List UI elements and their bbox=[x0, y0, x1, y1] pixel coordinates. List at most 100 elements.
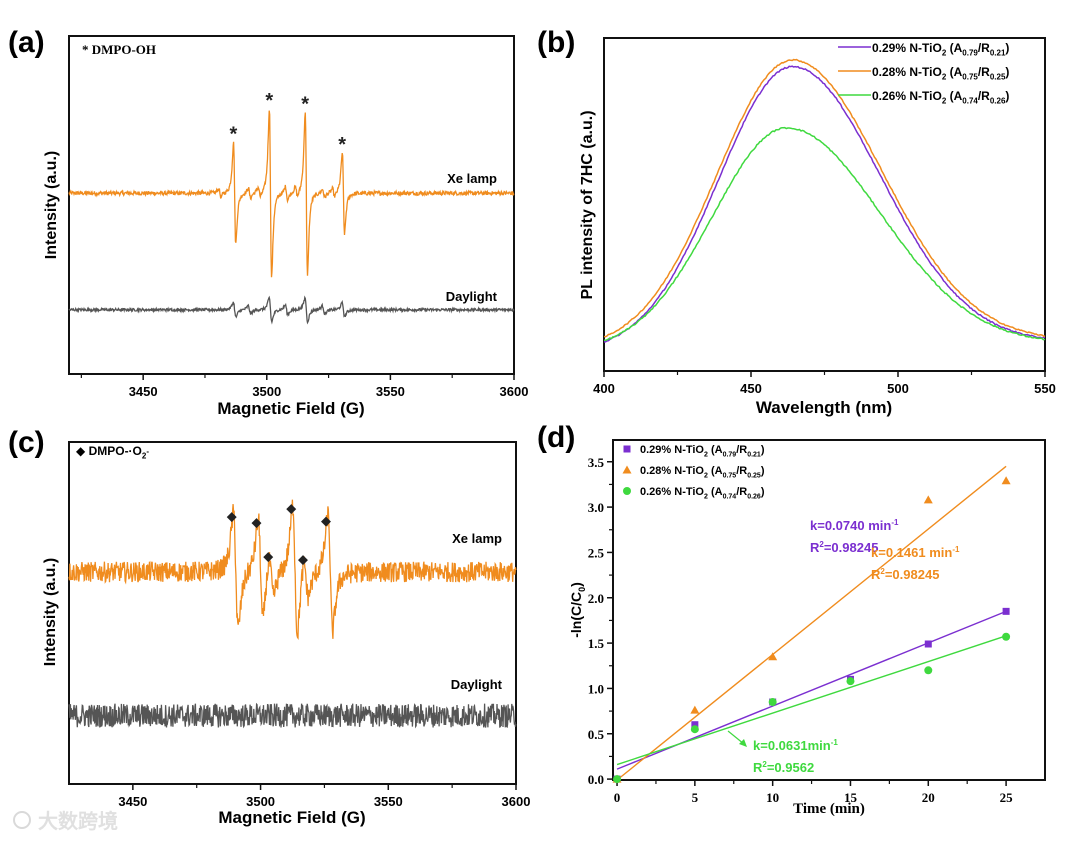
plot-layer: 3450 3500 3550 3600 * * * * 3450 3500 3550 3600 ◆ ◆ ◆ ◆… bbox=[68, 35, 1056, 809]
x-tick-label: 3450 bbox=[129, 384, 158, 399]
data-point bbox=[923, 495, 933, 504]
subscript: 0.21 bbox=[747, 451, 761, 458]
text-part: /R bbox=[978, 89, 990, 103]
panel-label-a: (a) bbox=[8, 26, 45, 59]
superscript: -1 bbox=[831, 738, 839, 747]
x-tick-label: 3500 bbox=[246, 794, 275, 809]
y-tick-label: 3.0 bbox=[588, 500, 604, 515]
panel-b-frame bbox=[603, 37, 1046, 372]
x-tick-label: 25 bbox=[1000, 790, 1014, 805]
x-tick-label: 3600 bbox=[500, 384, 529, 399]
y-tick-label: 2.0 bbox=[588, 591, 604, 606]
panel-c-ylabel: Intensity (a.u.) bbox=[42, 558, 59, 666]
peak-marker: ◆ bbox=[286, 500, 296, 515]
data-point bbox=[924, 666, 933, 675]
peak-marker: ◆ bbox=[251, 514, 261, 529]
text-part: 0.28% N-TiO bbox=[640, 465, 704, 477]
text-part: (A bbox=[946, 41, 962, 55]
text-part: (A bbox=[946, 89, 962, 103]
fit-line bbox=[616, 465, 1007, 781]
panel-a-label-xe-lamp: Xe lamp bbox=[447, 171, 497, 186]
text-part: 0.28% N-TiO bbox=[872, 65, 942, 79]
panel-label-b: (b) bbox=[537, 26, 575, 59]
text-part: (A bbox=[946, 65, 962, 79]
legend-label: 0.29% N-TiO2 (A0.79/R0.21) bbox=[640, 444, 765, 458]
data-point bbox=[768, 698, 777, 707]
data-point bbox=[1002, 632, 1011, 641]
text-part: ) bbox=[761, 465, 765, 477]
superscript: 2 bbox=[819, 540, 824, 549]
y-tick-label: 0.0 bbox=[588, 772, 604, 787]
text-part: 0.26% N-TiO bbox=[640, 486, 704, 498]
subscript: 2 bbox=[704, 493, 708, 500]
legend-marker bbox=[622, 465, 632, 474]
subscript: 0.75 bbox=[723, 472, 737, 479]
subscript: 0.75 bbox=[962, 73, 978, 82]
data-point bbox=[613, 775, 622, 784]
superscript: - bbox=[146, 447, 149, 456]
text-part: /R bbox=[736, 486, 747, 498]
x-tick-label: 0 bbox=[614, 790, 621, 805]
y-tick-label: 0.5 bbox=[588, 727, 605, 742]
legend-marker bbox=[623, 445, 631, 453]
panel-c-label-xe-lamp: Xe lamp bbox=[452, 531, 502, 546]
text-part: /R bbox=[978, 65, 990, 79]
peak-marker: * bbox=[265, 90, 273, 112]
peak-marker: ◆ bbox=[263, 549, 273, 564]
peak-marker: * bbox=[301, 94, 309, 116]
text-part: ) bbox=[761, 486, 765, 498]
rate-constant-label: k=0.0631min-1 bbox=[753, 738, 838, 753]
subscript: 0.79 bbox=[723, 451, 737, 458]
subscript: 2 bbox=[704, 472, 708, 479]
text-part: /R bbox=[978, 41, 990, 55]
text-part: ) bbox=[1005, 41, 1009, 55]
panel-label-d: (d) bbox=[537, 421, 575, 454]
peak-marker: * bbox=[338, 134, 346, 156]
data-point bbox=[768, 652, 778, 661]
x-tick-label: 400 bbox=[593, 381, 615, 396]
legend-label: 0.28% N-TiO2 (A0.75/R0.25) bbox=[640, 465, 765, 479]
text-part: 0.29% N-TiO bbox=[640, 444, 704, 456]
x-tick-label: 5 bbox=[692, 790, 699, 805]
data-point bbox=[846, 677, 855, 686]
panel-b-xlabel: Wavelength (nm) bbox=[756, 398, 892, 417]
x-tick-label: 10 bbox=[766, 790, 779, 805]
legend-label: 0.29% N-TiO2 (A0.79/R0.21) bbox=[872, 41, 1009, 58]
r-squared-label: R2=0.98245 bbox=[871, 567, 939, 582]
text-part: =0.98245 bbox=[824, 540, 879, 555]
subscript: 2 bbox=[942, 97, 947, 106]
text-part: /R bbox=[736, 465, 747, 477]
subscript: 2 bbox=[942, 49, 947, 58]
text-part: k=0.1461 min bbox=[871, 545, 952, 560]
watermark: 大数跨境 bbox=[13, 809, 118, 833]
panel-d-ylabel: -ln(C/C0) bbox=[568, 582, 587, 638]
peak-marker: * bbox=[230, 124, 238, 146]
text-part: ◆ DMPO-·O bbox=[76, 444, 142, 458]
y-tick-label: 2.5 bbox=[588, 545, 605, 560]
x-tick-label: 500 bbox=[887, 381, 909, 396]
data-point bbox=[691, 721, 699, 729]
text-part: R bbox=[753, 760, 763, 775]
subscript: 0.21 bbox=[990, 49, 1006, 58]
x-tick-label: 450 bbox=[740, 381, 762, 396]
text-part: =0.9562 bbox=[767, 760, 814, 775]
text-part: ) bbox=[1005, 89, 1009, 103]
y-tick-label: 1.0 bbox=[588, 681, 604, 696]
subscript: 0 bbox=[577, 587, 587, 592]
peak-marker: ◆ bbox=[227, 509, 237, 524]
text-part: (A bbox=[708, 486, 723, 498]
panel-a-xlabel: Magnetic Field (G) bbox=[217, 399, 364, 418]
legend-label: 0.28% N-TiO2 (A0.75/R0.25) bbox=[872, 65, 1009, 82]
data-point bbox=[690, 705, 700, 714]
x-tick-label: 3550 bbox=[376, 384, 405, 399]
text-part: (A bbox=[708, 465, 723, 477]
panel-a-annotation: * DMPO-OH bbox=[82, 42, 156, 57]
rate-constant-label: k=0.0740 min-1 bbox=[810, 518, 899, 533]
spectrum-daylight bbox=[68, 702, 517, 729]
text-part: ) bbox=[1005, 65, 1009, 79]
r-squared-label: R2=0.98245 bbox=[810, 540, 878, 555]
x-tick-label: 3600 bbox=[502, 794, 531, 809]
r-squared-label: R2=0.9562 bbox=[753, 760, 814, 775]
text-part: 0.26% N-TiO bbox=[872, 89, 942, 103]
